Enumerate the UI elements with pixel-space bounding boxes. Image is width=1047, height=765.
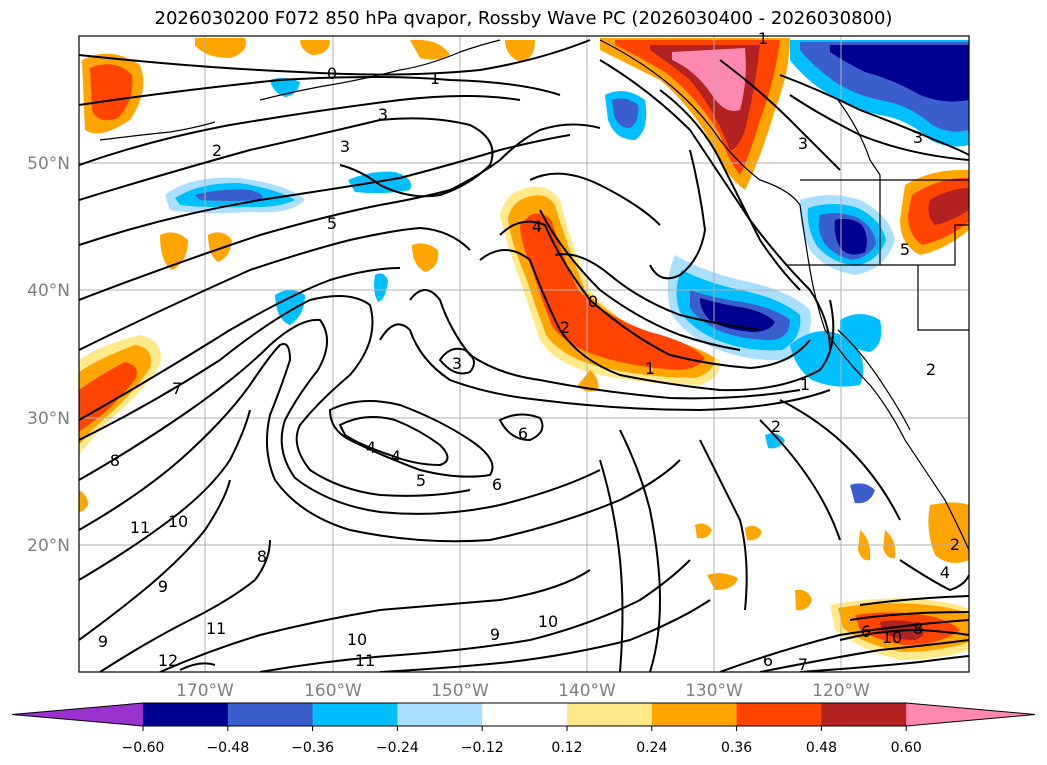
colorbar-tick-label: 0.48 <box>806 740 837 756</box>
contour-lines <box>79 39 969 672</box>
lon-label-150w: 150°W <box>431 681 489 701</box>
contour-label: 8 <box>110 451 120 470</box>
graticule <box>79 36 969 672</box>
lon-label-140w: 140°W <box>558 681 616 701</box>
contour-label: 10 <box>882 628 902 647</box>
colorbar-segment <box>736 703 822 726</box>
contour-label: 4 <box>940 563 950 582</box>
contour-label: 6 <box>492 475 502 494</box>
contour-label: 9 <box>158 577 168 596</box>
contour-label: 2 <box>560 318 570 337</box>
contour-label: 4 <box>532 217 542 236</box>
contour-label: 3 <box>913 128 923 147</box>
contour-label: 1 <box>430 69 440 88</box>
contour-label: 3 <box>452 354 462 373</box>
contour-label: 10 <box>347 630 367 649</box>
lat-label-20n: 20°N <box>27 536 70 556</box>
contour-label: 6 <box>861 622 871 641</box>
contour-label: 4 <box>366 438 376 457</box>
contour-label: 0 <box>327 64 337 83</box>
contour-label: 7 <box>172 379 182 398</box>
lon-label-120w: 120°W <box>812 681 870 701</box>
lon-label-170w: 170°W <box>176 681 234 701</box>
colorbar: −0.60 −0.48 −0.36 −0.24 −0.12 0.12 0.24 0.36 0.4… <box>11 702 1036 756</box>
colorbar-segment <box>821 703 907 726</box>
contour-label: 10 <box>538 612 558 631</box>
colorbar-tick-label: −0.48 <box>206 740 249 756</box>
contour-label: 4 <box>391 447 401 466</box>
map-frame <box>78 35 970 673</box>
contour-label: 7 <box>798 655 808 674</box>
contour-label: 3 <box>340 137 350 156</box>
colorbar-tick-label: −0.12 <box>461 740 504 756</box>
contour-label: 2 <box>926 360 936 379</box>
colorbar-segment <box>567 703 653 726</box>
contour-label: 1 <box>758 29 768 48</box>
contour-label: 9 <box>98 632 108 651</box>
colorbar-segment <box>143 703 229 726</box>
colorbar-segment <box>482 703 568 726</box>
contour-label: 1 <box>645 359 655 378</box>
colorbar-tick-label: 0.24 <box>636 740 667 756</box>
lat-label-50n: 50°N <box>27 154 70 174</box>
contour-label: 8 <box>913 619 923 638</box>
colorbar-segment <box>227 703 314 726</box>
colorbar-extension-high <box>906 703 1035 726</box>
lon-label-160w: 160°W <box>304 681 362 701</box>
longitude-labels: 170°W 160°W 150°W 140°W 130°W 120°W <box>176 681 870 701</box>
contour-label: 11 <box>130 518 150 537</box>
colorbar-tick-label: 0.60 <box>891 740 922 756</box>
contour-label: 1 <box>800 375 810 394</box>
colorbar-tick-label: 0.12 <box>551 740 582 756</box>
lat-label-30n: 30°N <box>27 409 70 429</box>
colorbar-segment <box>397 703 483 726</box>
colorbar-segment <box>651 703 738 726</box>
colorbar-tick-label: −0.60 <box>122 740 165 756</box>
contour-label: 3 <box>798 134 808 153</box>
contour-label: 6 <box>518 424 528 443</box>
lat-label-40n: 40°N <box>27 281 70 301</box>
contour-label: 5 <box>900 240 910 259</box>
contour-label: 2 <box>950 535 960 554</box>
map-title: 2026030200 F072 850 hPa qvapor, Rossby W… <box>154 8 893 29</box>
contour-label: 9 <box>490 625 500 644</box>
lon-label-130w: 130°W <box>685 681 743 701</box>
colorbar-extension-low <box>12 703 143 726</box>
contour-label: 6 <box>763 651 773 670</box>
contour-label: 11 <box>355 651 375 670</box>
contour-label: 12 <box>158 651 178 670</box>
latitude-labels: 50°N 40°N 30°N 20°N <box>27 154 70 556</box>
colorbar-tick-label: 0.36 <box>721 740 752 756</box>
contour-label: 5 <box>327 214 337 233</box>
contour-label: 0 <box>588 292 598 311</box>
contour-label: 3 <box>378 105 388 124</box>
contour-label: 2 <box>212 141 222 160</box>
contour-label: 8 <box>257 547 267 566</box>
colorbar-segment <box>312 703 398 726</box>
contour-label: 11 <box>206 619 226 638</box>
coastlines <box>99 39 969 551</box>
contour-label: 2 <box>771 417 781 436</box>
colorbar-tick-label: −0.24 <box>376 740 419 756</box>
contour-label: 5 <box>416 471 426 490</box>
colorbar-tick-label: −0.36 <box>291 740 334 756</box>
contour-label-group: 0 1 3 2 3 5 4 2 0 1 7 8 3 4 4 5 6 6 11 1… <box>98 29 960 674</box>
contour-label: 10 <box>168 512 188 531</box>
